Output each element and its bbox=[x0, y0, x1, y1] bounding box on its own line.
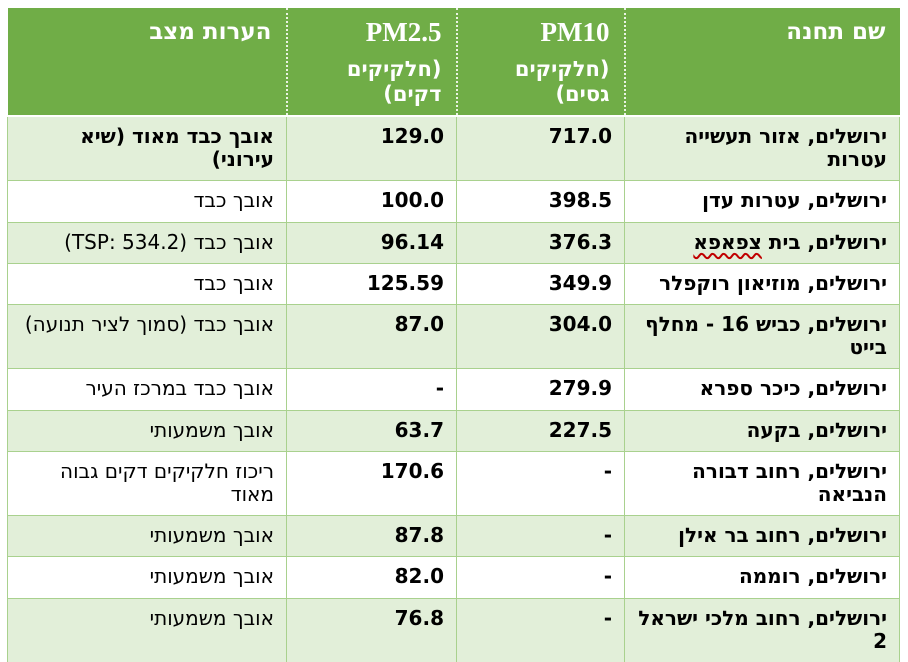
pm25-value-cell: 76.8 bbox=[286, 597, 457, 662]
status-notes-header-label: הערות מצב bbox=[149, 19, 272, 45]
status-note-cell: אובך משמעותי bbox=[7, 597, 287, 662]
table-row: ירושלים, רוממה - 82.0 אובך משמעותי bbox=[7, 556, 900, 599]
station-name-cell: ירושלים, כביש 16 - מחלף בייט bbox=[624, 303, 900, 370]
pm25-value-cell: 100.0 bbox=[286, 180, 457, 223]
pm10-value-cell: 376.3 bbox=[456, 221, 625, 264]
station-name-cell: ירושלים, אזור תעשייה עטרות bbox=[624, 115, 900, 182]
station-name-cell: ירושלים, בית צפאפא bbox=[624, 221, 900, 264]
status-note-cell: אובך משמעותי bbox=[7, 556, 287, 599]
pm10-value-cell: 227.5 bbox=[456, 409, 625, 452]
pm10-value-cell: 398.5 bbox=[456, 180, 625, 223]
air-quality-table: שם תחנה PM10 (חלקיקים גסים) PM2.5 (חלקיק… bbox=[7, 8, 900, 662]
pm10-value-cell: 349.9 bbox=[456, 262, 625, 306]
pm10-column-header: PM10 (חלקיקים גסים) bbox=[455, 8, 625, 118]
pm25-value-cell: 87.0 bbox=[286, 303, 457, 370]
pm25-value-cell: 87.8 bbox=[286, 515, 457, 558]
table-row: ירושלים, רחוב בר אילן - 87.8 אובך משמעות… bbox=[7, 515, 900, 558]
pm25-value-cell: 96.14 bbox=[286, 221, 457, 264]
pm10-subtitle: (חלקיקים גסים) bbox=[514, 56, 610, 106]
table-row: ירושלים, עטרות עדן 398.5 100.0 אובך כבד bbox=[7, 180, 900, 223]
status-note-cell: אובך כבד bbox=[7, 262, 287, 306]
table-row: ירושלים, רחוב דבורה הנביאה - 170.6 ריכוז… bbox=[7, 450, 900, 517]
station-name-cell: ירושלים, כיכר ספרא bbox=[624, 368, 900, 411]
pm10-value-cell: - bbox=[456, 556, 625, 599]
status-note-cell: אובך משמעותי bbox=[7, 515, 287, 558]
station-name-cell: ירושלים, רוממה bbox=[624, 556, 900, 599]
station-name-cell: ירושלים, רחוב דבורה הנביאה bbox=[624, 450, 900, 517]
station-name-cell: ירושלים, מוזיאון רוקפלר bbox=[624, 262, 900, 306]
table-row: ירושלים, רחוב מלכי ישראל 2 - 76.8 אובך מ… bbox=[7, 597, 900, 662]
station-name-text: ירושלים, בית bbox=[761, 229, 887, 254]
pm10-label: PM10 bbox=[540, 17, 610, 47]
pm10-value-cell: 279.9 bbox=[456, 368, 625, 411]
table-header-row: שם תחנה PM10 (חלקיקים גסים) PM2.5 (חלקיק… bbox=[7, 8, 900, 118]
status-note-cell: אובך כבד (TSP: 534.2) bbox=[7, 221, 287, 264]
status-note-cell: אובך כבד במרכז העיר bbox=[7, 368, 287, 411]
status-note-cell: אובך משמעותי bbox=[7, 409, 287, 452]
status-note-cell: אובך כבד bbox=[7, 180, 287, 223]
table-row: ירושלים, בית צפאפא 376.3 96.14 אובך כבד … bbox=[7, 221, 900, 264]
pm25-subtitle: (חלקיקים דקים) bbox=[346, 56, 442, 106]
pm25-value-cell: 129.0 bbox=[286, 115, 457, 182]
pm10-value-cell: - bbox=[456, 597, 625, 662]
table-row: ירושלים, אזור תעשייה עטרות 717.0 129.0 א… bbox=[7, 115, 900, 182]
pm25-label: PM2.5 bbox=[365, 17, 442, 47]
pm10-value-cell: 304.0 bbox=[456, 303, 625, 370]
pm25-value-cell: 63.7 bbox=[286, 409, 457, 452]
pm25-value-cell: 82.0 bbox=[286, 556, 457, 599]
status-note-cell: אובך כבד (סמוך לציר תנועה) bbox=[7, 303, 287, 370]
table-row: ירושלים, בקעה 227.5 63.7 אובך משמעותי bbox=[7, 409, 900, 452]
station-name-header: שם תחנה bbox=[623, 8, 900, 118]
station-name-header-label: שם תחנה bbox=[786, 19, 886, 45]
pm10-value-cell: 717.0 bbox=[456, 115, 625, 182]
pm25-value-cell: - bbox=[286, 368, 457, 411]
table-row: ירושלים, מוזיאון רוקפלר 349.9 125.59 אוב… bbox=[7, 262, 900, 306]
pm25-value-cell: 170.6 bbox=[286, 450, 457, 517]
status-note-cell: אובך כבד מאוד (שיא עירוני) bbox=[7, 115, 287, 182]
pm25-value-cell: 125.59 bbox=[286, 262, 457, 306]
table-row: ירושלים, כיכר ספרא 279.9 - אובך כבד במרכ… bbox=[7, 368, 900, 411]
status-notes-header: הערות מצב bbox=[7, 8, 287, 118]
station-name-cell: ירושלים, בקעה bbox=[624, 409, 900, 452]
spellcheck-underline-word: צפאפא bbox=[693, 229, 762, 254]
table-row: ירושלים, כביש 16 - מחלף בייט 304.0 87.0 … bbox=[7, 303, 900, 370]
status-note-cell: ריכוז חלקיקים דקים גבוה מאוד bbox=[7, 450, 287, 517]
station-name-cell: ירושלים, רחוב בר אילן bbox=[624, 515, 900, 558]
pm10-value-cell: - bbox=[456, 450, 625, 517]
station-name-cell: ירושלים, רחוב מלכי ישראל 2 bbox=[624, 597, 900, 662]
station-name-cell: ירושלים, עטרות עדן bbox=[624, 180, 900, 223]
pm25-column-header: PM2.5 (חלקיקים דקים) bbox=[285, 8, 457, 118]
pm10-value-cell: - bbox=[456, 515, 625, 558]
